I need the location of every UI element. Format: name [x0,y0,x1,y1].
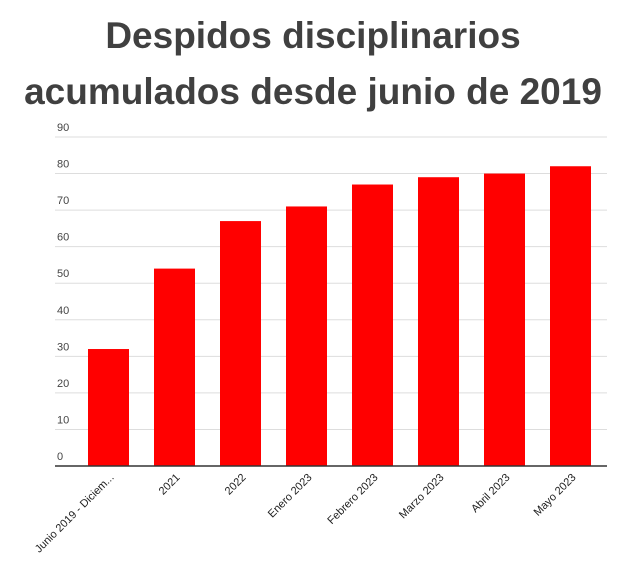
bar [418,177,459,466]
bar [352,184,393,466]
bar [88,349,129,466]
bar [286,206,327,466]
y-tick-label: 30 [57,341,69,353]
chart-title: Despidos disciplinarios acumulados desde… [0,8,626,120]
bar [220,221,261,466]
y-tick-label: 90 [57,122,69,134]
chart-title-line-1: Despidos disciplinarios [105,15,521,56]
x-tick-label: Enero 2023 [266,472,315,521]
y-tick-label: 80 [57,159,69,171]
x-tick-label: Febrero 2023 [325,472,380,527]
y-tick-label: 40 [57,305,69,317]
y-tick-label: 10 [57,414,69,426]
chart-title-line-2: acumulados desde junio de 2019 [24,71,602,112]
y-tick-label: 50 [57,268,69,280]
x-tick-label: Abril 2023 [469,472,513,516]
x-tick-label: Mayo 2023 [532,472,579,519]
y-tick-label: 60 [57,232,69,244]
x-tick-label: Marzo 2023 [397,472,447,522]
bar [484,173,525,467]
y-tick-label: 0 [57,451,63,463]
y-tick-label: 70 [57,195,69,207]
bar [550,166,591,466]
y-tick-label: 20 [57,378,69,390]
x-tick-label: 2021 [157,472,183,498]
bar [154,268,195,466]
x-tick-label: 2022 [223,472,249,498]
x-tick-label: Junio 2019 - Diciem... [33,472,117,556]
